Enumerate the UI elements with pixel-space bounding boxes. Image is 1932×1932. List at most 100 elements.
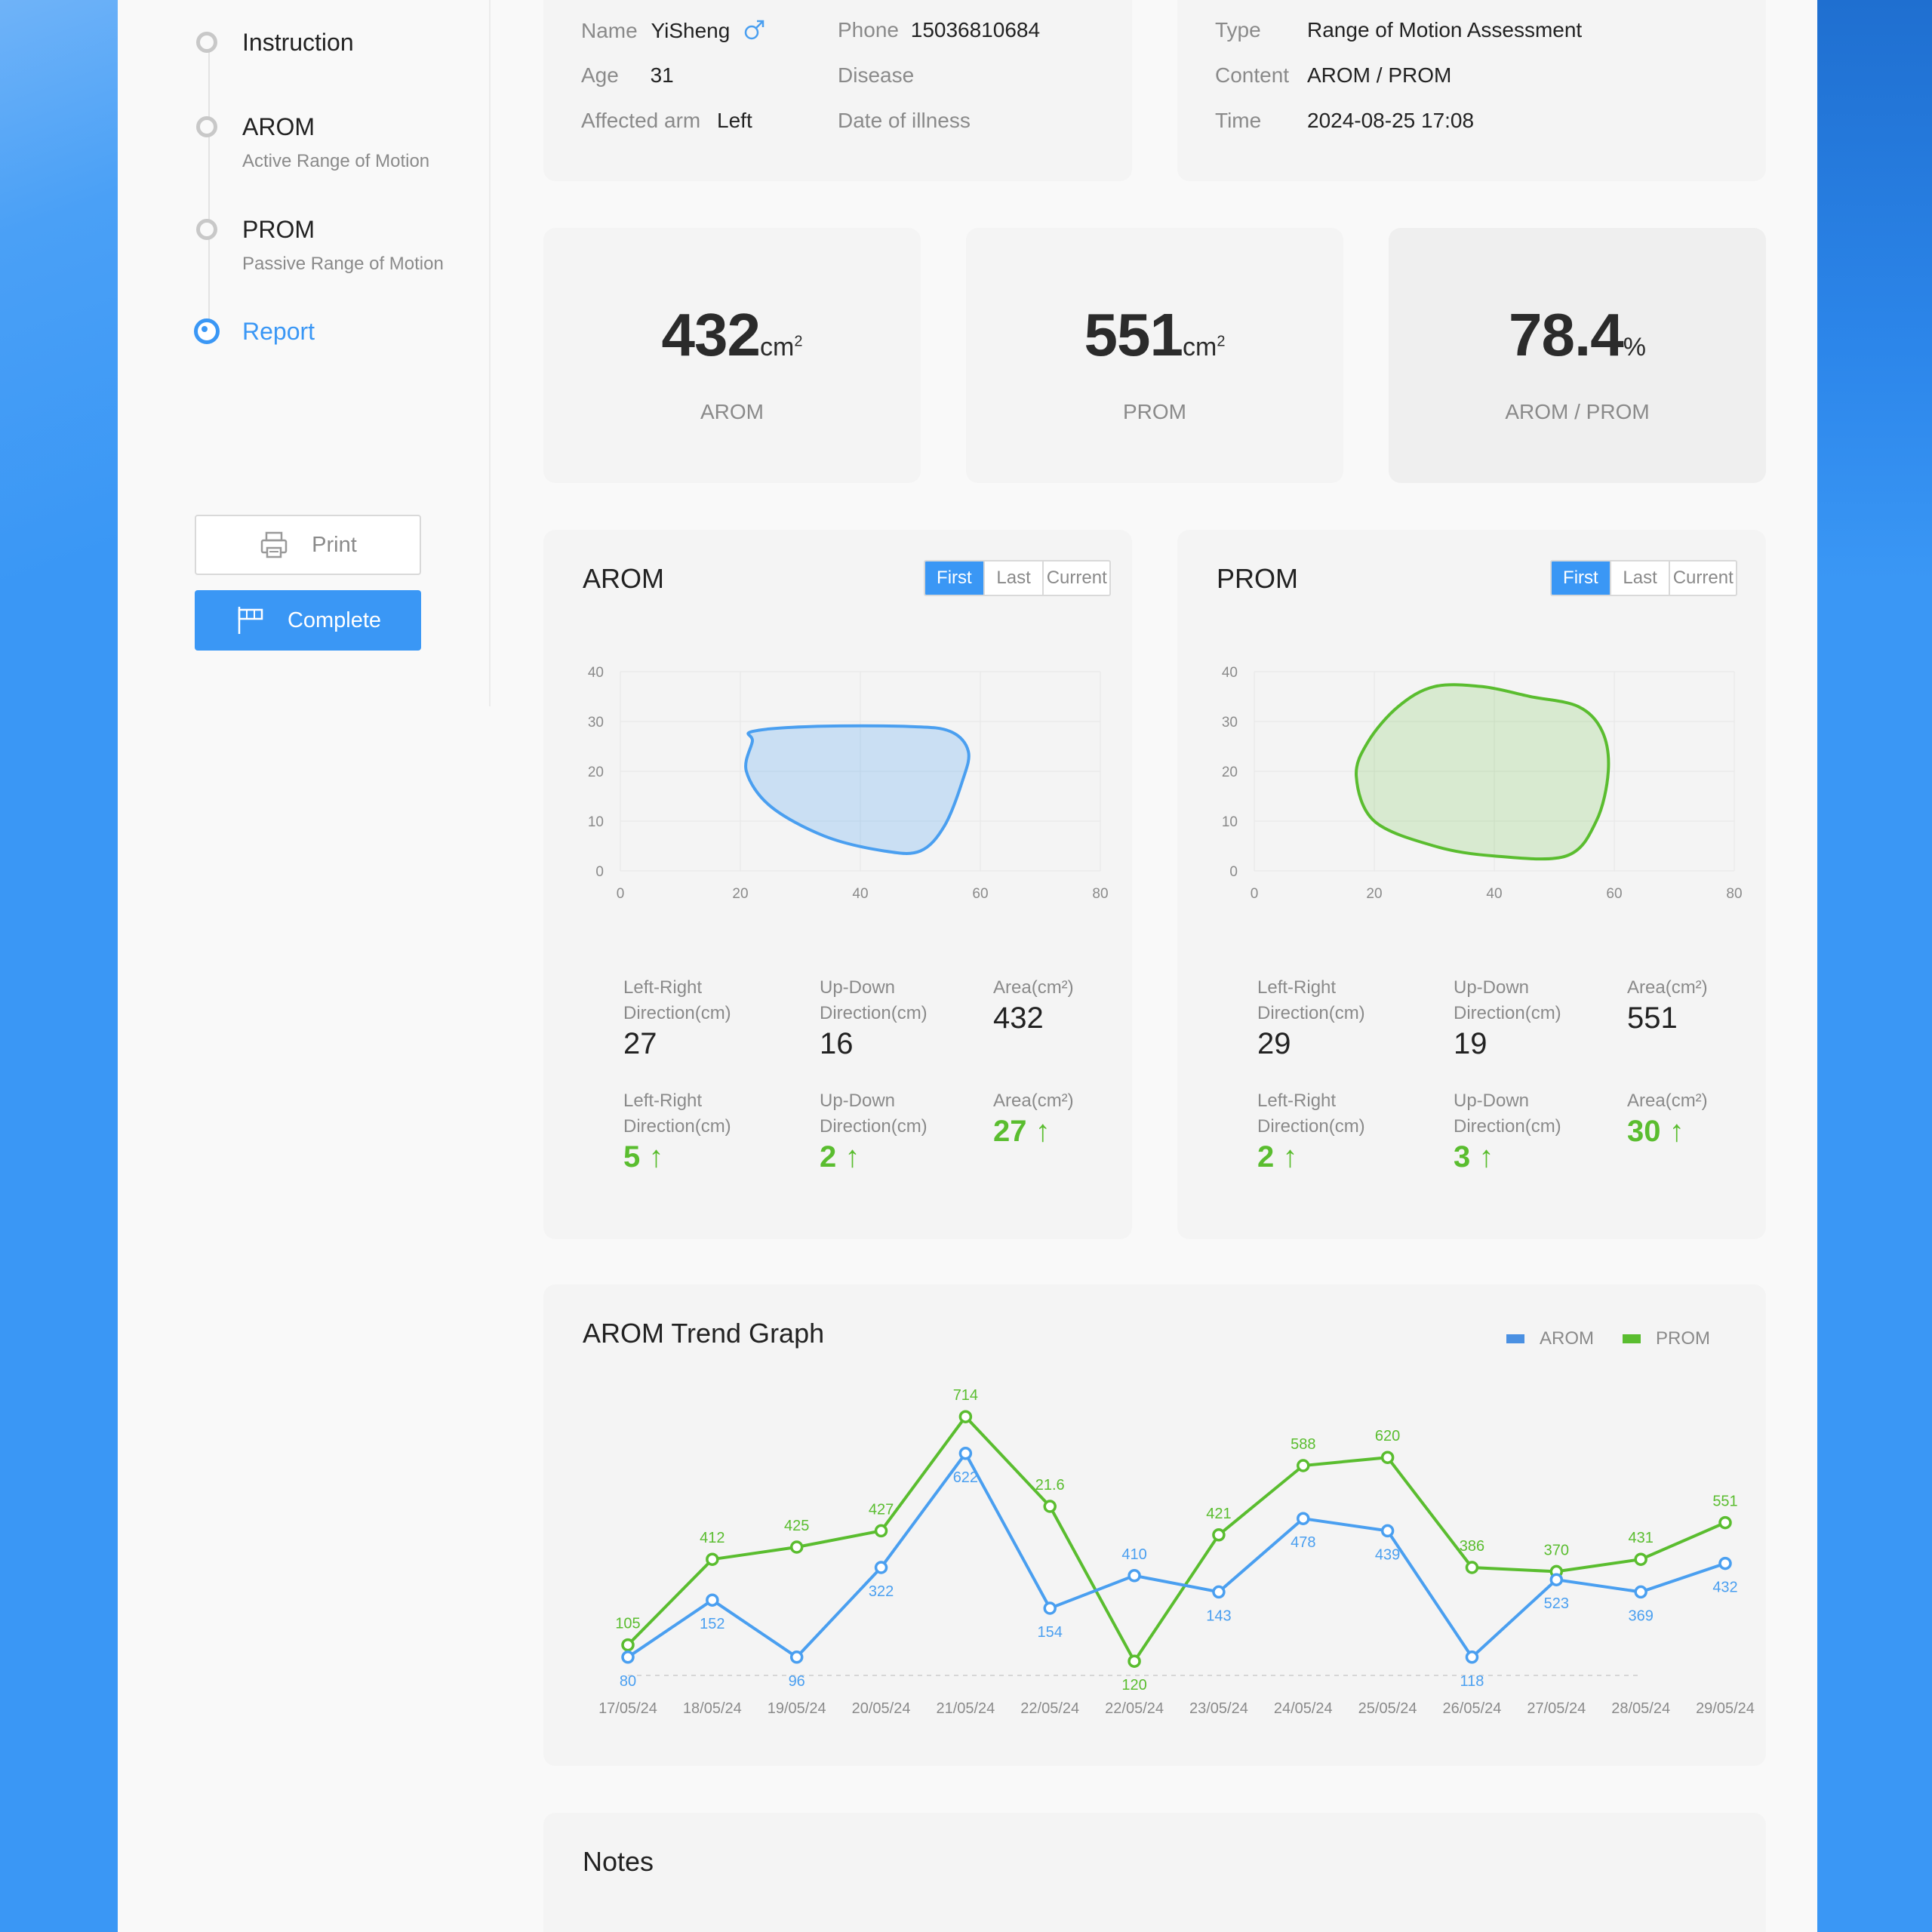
background-left xyxy=(0,0,118,1932)
prom-range-chart: 0 20 40 60 80 0 10 20 30 40 xyxy=(1222,665,1743,902)
legend-label: AROM xyxy=(1540,1328,1594,1349)
prom-point xyxy=(1634,1552,1647,1566)
prom-lr-change: Left-Right Direction(cm) 2 ↑ xyxy=(1257,1088,1365,1174)
arrow-up-icon: ↑ xyxy=(844,1140,860,1174)
arom-data-label: 369 xyxy=(1628,1607,1653,1624)
arrow-up-icon: ↑ xyxy=(1669,1115,1684,1148)
arom-data-label: 143 xyxy=(1206,1607,1231,1624)
arrow-up-icon: ↑ xyxy=(1035,1115,1051,1148)
patient-age: 31 xyxy=(650,63,674,87)
ratio-stat-number: 78.4 xyxy=(1509,301,1624,368)
prom-stat-value: 551cm2 xyxy=(1084,301,1226,368)
patient-name-row: Name YiSheng xyxy=(581,18,766,43)
x-tick-label: 60 xyxy=(972,886,988,902)
prom-lr-current: Left-Right Direction(cm) 29 xyxy=(1257,975,1365,1061)
legend-swatch xyxy=(1623,1334,1641,1343)
metric-label: Left-Right xyxy=(1257,977,1337,998)
arom-data-label: 154 xyxy=(1038,1624,1063,1641)
notes-title: Notes xyxy=(583,1846,654,1877)
arom-point xyxy=(706,1593,719,1607)
prom-point xyxy=(958,1410,973,1423)
step-dot-active xyxy=(194,318,220,344)
arom-lr-change: Left-Right Direction(cm) 5 ↑ xyxy=(623,1088,731,1174)
prom-area-change: Area(cm²) 30 ↑ xyxy=(1627,1088,1708,1149)
prom-data-label: 21.6 xyxy=(1035,1477,1065,1494)
prom-stat-number: 551 xyxy=(1084,301,1183,368)
arrow-up-icon: ↑ xyxy=(1282,1140,1298,1174)
prom-data-label: 370 xyxy=(1544,1542,1569,1558)
x-tick-label: 20 xyxy=(732,886,748,902)
legend-arom[interactable]: AROM xyxy=(1506,1328,1594,1349)
arom-ud-change: Up-Down Direction(cm) 2 ↑ xyxy=(820,1088,928,1174)
arom-data-label: 410 xyxy=(1121,1546,1146,1563)
x-tick-label: 18/05/24 xyxy=(683,1700,742,1717)
metric-label: Area(cm²) xyxy=(1627,1091,1708,1111)
x-tick-label: 80 xyxy=(1092,886,1108,902)
metric-label: Direction(cm) xyxy=(1454,1116,1561,1137)
prom-point xyxy=(1297,1459,1310,1472)
range-area xyxy=(744,724,971,855)
metric-label: Area(cm²) xyxy=(993,977,1074,998)
arom-point xyxy=(1549,1573,1564,1586)
phone-label: Phone xyxy=(838,18,899,42)
y-tick-label: 10 xyxy=(1222,814,1238,830)
arom-point xyxy=(1043,1601,1057,1615)
metric-label: Up-Down xyxy=(1454,977,1530,998)
x-tick-label: 26/05/24 xyxy=(1443,1700,1502,1717)
prom-data-label: 714 xyxy=(953,1387,978,1404)
male-icon xyxy=(744,20,764,40)
patient-age-row: Age 31 xyxy=(581,63,674,88)
y-tick-label: 0 xyxy=(595,864,604,880)
trend-title: AROM Trend Graph xyxy=(583,1318,825,1349)
arom-point xyxy=(1212,1585,1226,1599)
metric-change-number: 2 xyxy=(820,1140,837,1174)
tab-first[interactable]: First xyxy=(1552,561,1611,595)
tab-current[interactable]: Current xyxy=(1046,568,1107,588)
metric-change-number: 30 xyxy=(1627,1115,1661,1148)
print-label: Print xyxy=(312,532,357,557)
disease-label: Disease xyxy=(838,63,915,87)
metric-value: 551 xyxy=(1627,1001,1678,1035)
arom-ud-current: Up-Down Direction(cm) 16 xyxy=(820,975,928,1061)
arom-data-label: 439 xyxy=(1375,1546,1400,1563)
ratio-stat-card: 78.4% AROM / PROM xyxy=(1389,228,1766,483)
printer-icon xyxy=(260,531,288,558)
metric-label: Left-Right xyxy=(623,1091,703,1111)
legend-label: PROM xyxy=(1656,1328,1710,1349)
prom-data-label: 386 xyxy=(1460,1538,1484,1555)
arom-lr-current: Left-Right Direction(cm) 27 xyxy=(623,975,731,1061)
arom-point xyxy=(1634,1585,1647,1599)
metric-label: Up-Down xyxy=(820,1091,896,1111)
assessment-content: AROM / PROM xyxy=(1307,63,1452,87)
trend-card: AROM Trend Graph AROM PROM 105 412 425 427 7… xyxy=(543,1284,1766,1766)
x-tick-label: 21/05/24 xyxy=(936,1700,995,1717)
x-tick-label: 40 xyxy=(852,886,868,902)
metric-change-value: 30 ↑ xyxy=(1627,1114,1708,1149)
x-tick-label: 25/05/24 xyxy=(1358,1700,1417,1717)
metric-change-value: 3 ↑ xyxy=(1454,1140,1561,1174)
print-button[interactable]: Print xyxy=(195,515,421,575)
arom-point xyxy=(789,1651,804,1664)
tab-last[interactable]: Last xyxy=(985,561,1044,595)
type-row: Type Range of Motion Assessment xyxy=(1215,18,1582,42)
step-dot xyxy=(196,219,217,240)
metric-label: Left-Right xyxy=(1257,1091,1337,1111)
arm-label: Affected arm xyxy=(581,109,701,132)
arom-data-label: 152 xyxy=(700,1616,724,1632)
tab-current[interactable]: Current xyxy=(1672,568,1734,588)
tab-last[interactable]: Last xyxy=(1611,561,1671,595)
arom-point xyxy=(874,1561,888,1574)
legend-prom[interactable]: PROM xyxy=(1623,1328,1710,1349)
prom-data-label: 425 xyxy=(784,1518,809,1534)
prom-point xyxy=(1380,1451,1395,1464)
assessment-type: Range of Motion Assessment xyxy=(1307,18,1583,42)
prom-data-label: 620 xyxy=(1375,1428,1400,1444)
metric-label: Direction(cm) xyxy=(623,1003,731,1023)
arom-tab-group: First Last Current xyxy=(924,560,1111,596)
step-title: AROM xyxy=(242,113,315,140)
tab-first[interactable]: First xyxy=(925,561,985,595)
time-label: Time xyxy=(1215,109,1262,132)
complete-button[interactable]: Complete xyxy=(195,590,421,651)
patient-name: YiSheng xyxy=(651,19,731,42)
prom-panel: PROM First Last Current 0 20 40 60 80 0 10 20 30… xyxy=(1177,530,1766,1239)
